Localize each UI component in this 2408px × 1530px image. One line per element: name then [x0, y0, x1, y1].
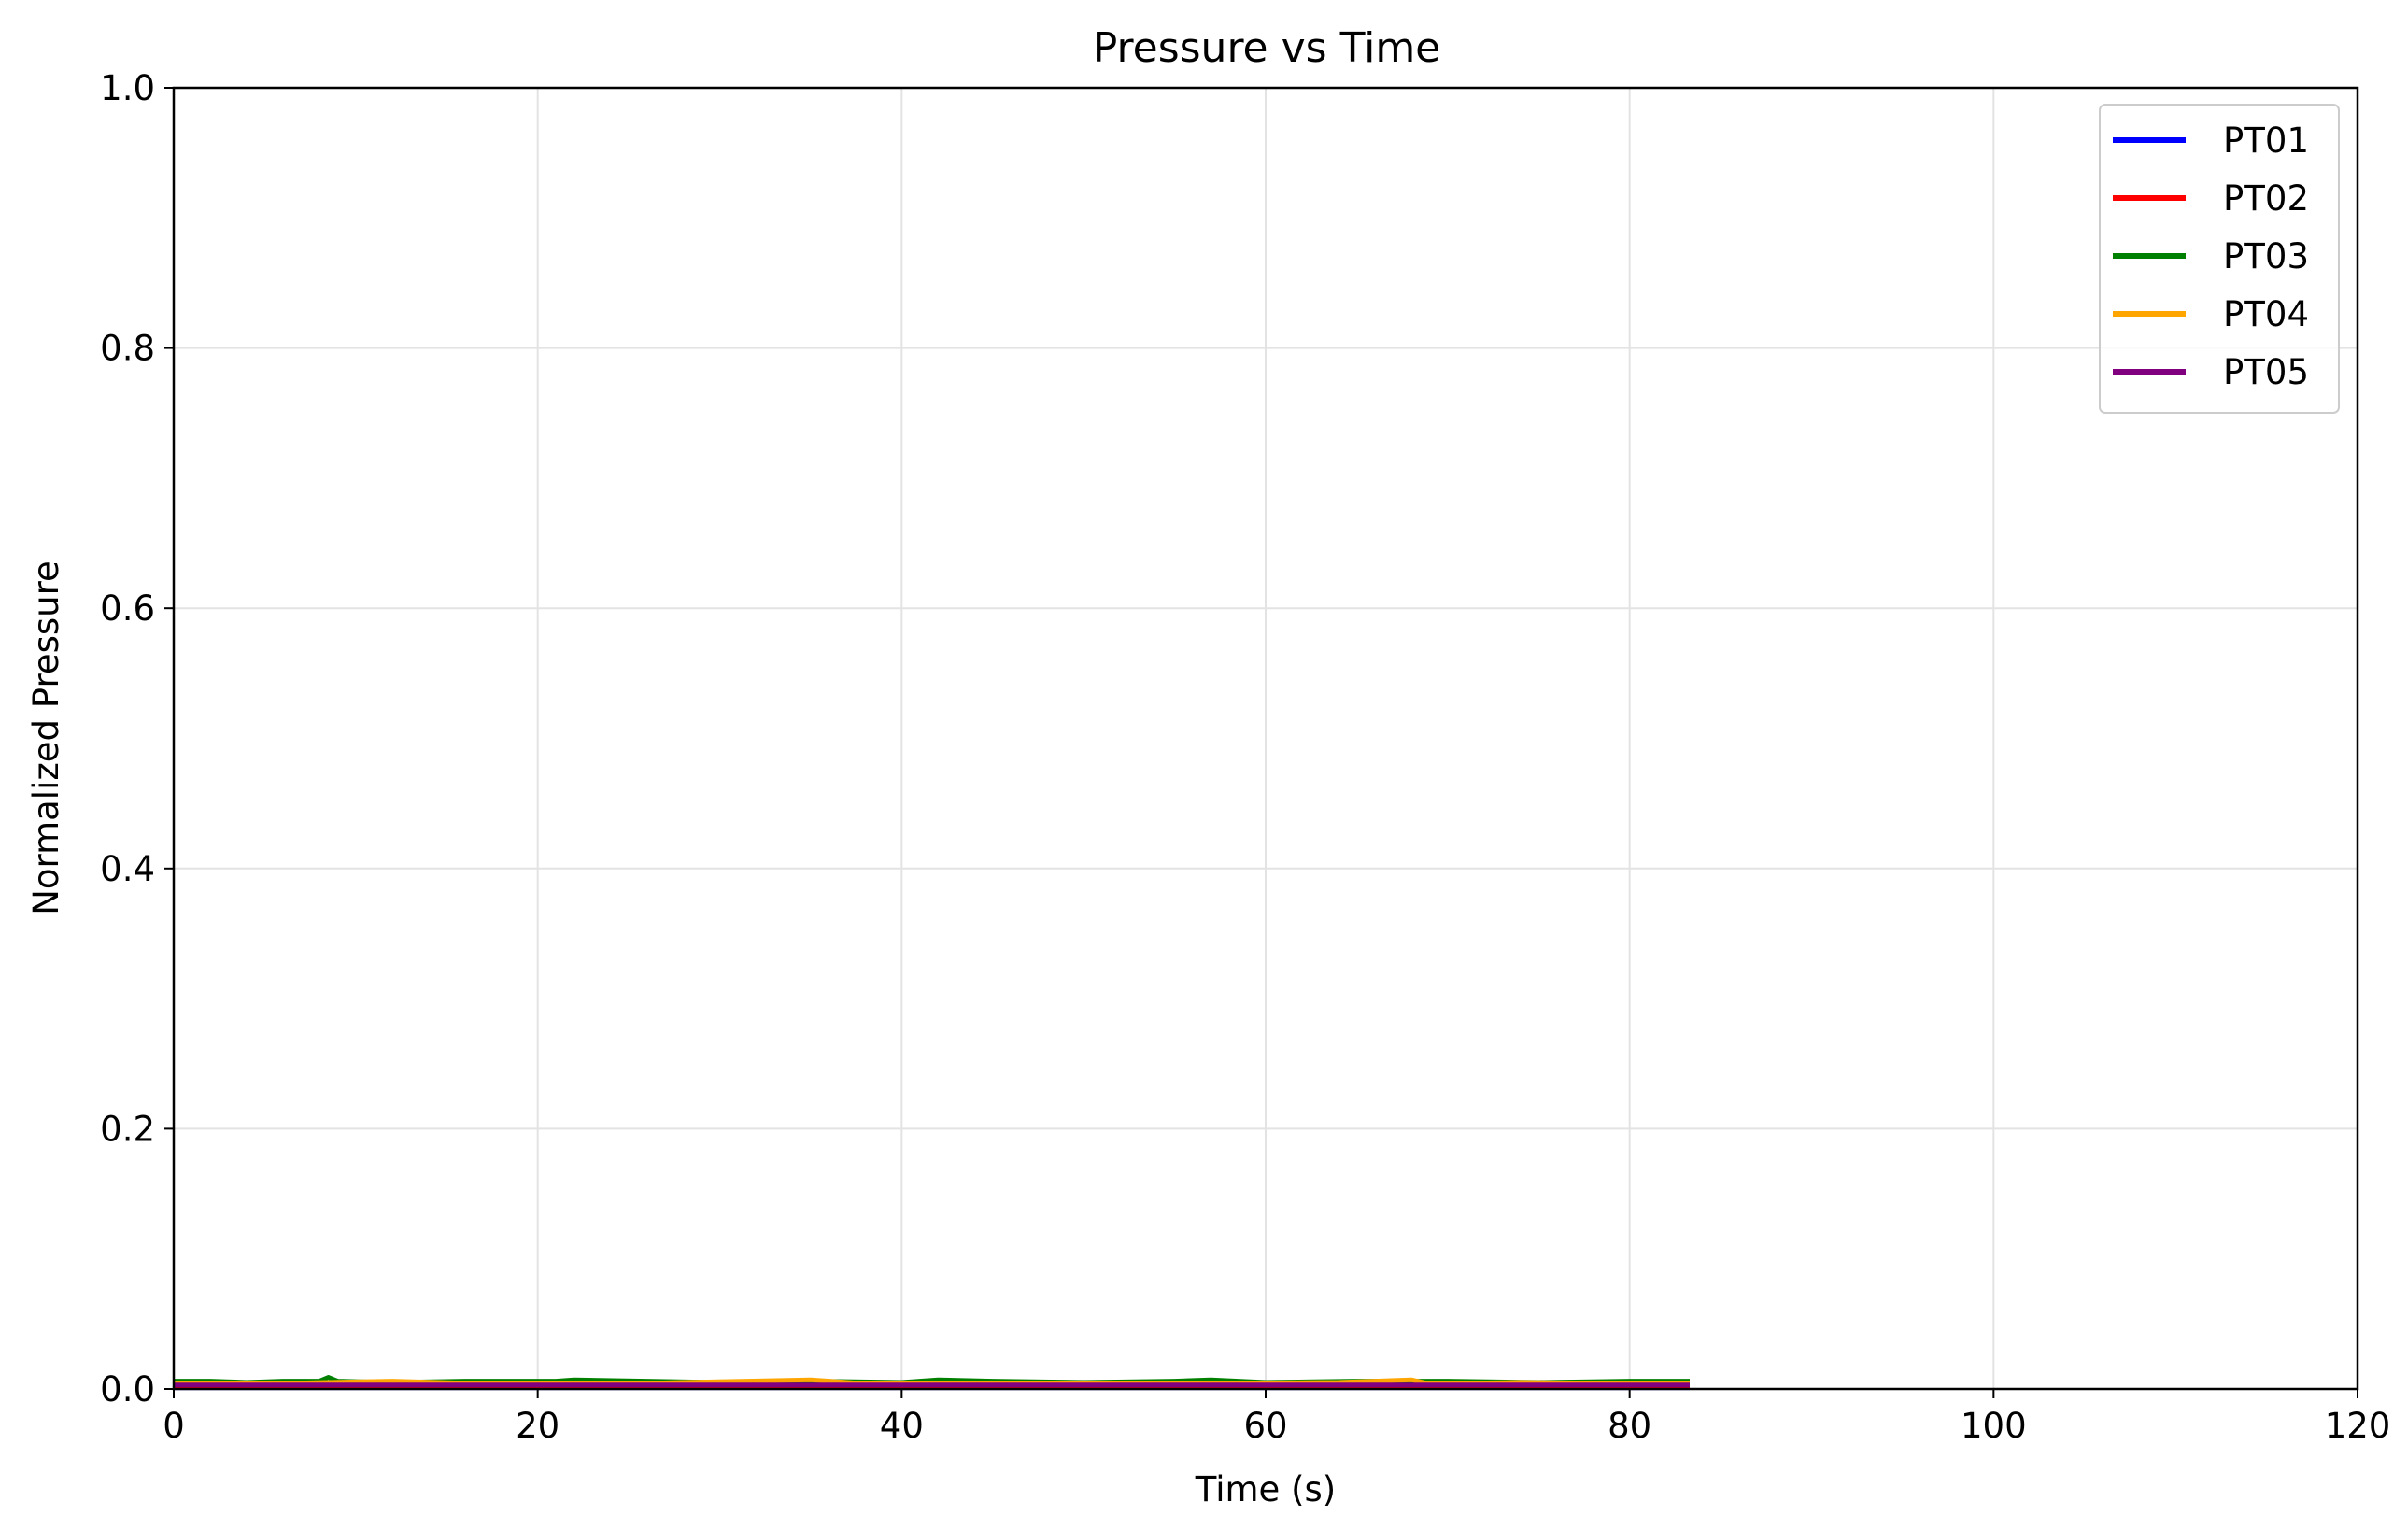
x-tick-label: 100: [1961, 1406, 2027, 1446]
legend-label-pt01: PT01: [2223, 120, 2309, 161]
x-axis-label: Time (s): [1195, 1469, 1336, 1509]
legend-label-pt02: PT02: [2223, 178, 2309, 219]
y-tick-label: 0.8: [100, 329, 155, 369]
legend-label-pt05: PT05: [2223, 352, 2309, 392]
x-tick-label: 80: [1608, 1406, 1651, 1446]
x-tick-label: 120: [2325, 1406, 2391, 1446]
legend-label-pt04: PT04: [2223, 294, 2309, 334]
y-tick-label: 0.4: [100, 849, 155, 889]
y-tick-label: 0.0: [100, 1369, 155, 1410]
legend-label-pt03: PT03: [2223, 236, 2309, 276]
x-axis-ticks: 0 20 40 60 80 100 120: [163, 1389, 2390, 1446]
y-axis-ticks: 0.0 0.2 0.4 0.6 0.8 1.0: [100, 68, 174, 1410]
legend: PT01 PT02 PT03 PT04 PT05: [2099, 104, 2340, 414]
y-tick-label: 1.0: [100, 68, 155, 108]
legend-box: [2099, 104, 2340, 414]
y-axis-label: Normalized Pressure: [26, 560, 66, 915]
chart-title: Pressure vs Time: [1093, 24, 1441, 72]
series-group: [174, 1375, 1690, 1391]
y-tick-label: 0.6: [100, 588, 155, 629]
x-tick-label: 20: [516, 1406, 560, 1446]
x-tick-label: 0: [163, 1406, 185, 1446]
y-tick-label: 0.2: [100, 1109, 155, 1149]
x-tick-label: 40: [880, 1406, 924, 1446]
x-tick-label: 60: [1243, 1406, 1287, 1446]
